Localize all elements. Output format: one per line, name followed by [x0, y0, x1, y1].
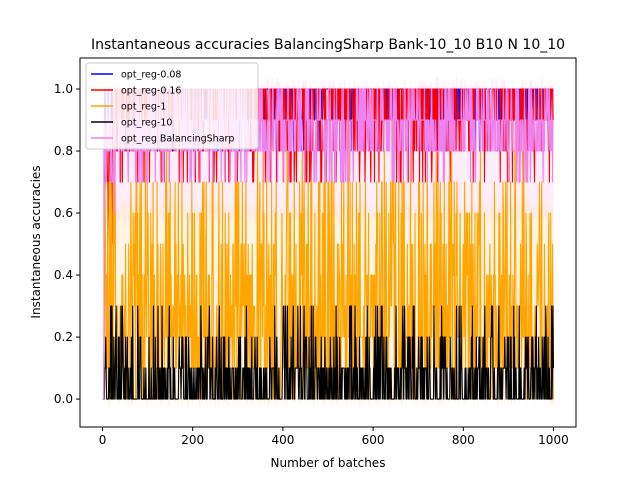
y-tick-label: 0.4 [54, 268, 73, 282]
legend-label: opt_reg-10 [121, 118, 172, 129]
y-tick-label: 0.6 [54, 206, 73, 220]
x-tick-label: 600 [362, 433, 385, 447]
legend-label: opt_reg BalancingSharp [121, 134, 234, 145]
x-tick-label: 800 [452, 433, 475, 447]
legend-box [85, 62, 259, 150]
x-axis-label: Number of batches [271, 456, 386, 470]
y-axis: 0.0 0.2 0.4 0.6 0.8 1.0 [54, 82, 80, 406]
plot-frame [79, 57, 577, 428]
x-axis: 0 200 400 600 800 1000 [99, 427, 569, 447]
legend-label: opt_reg-1 [121, 102, 166, 113]
x-tick-label: 200 [181, 433, 204, 447]
y-tick-label: 0.0 [54, 392, 73, 406]
legend-label: opt_reg-0.08 [121, 70, 181, 81]
x-tick-label: 0 [99, 433, 107, 447]
series-line-opt-reg-10 [102, 305, 554, 400]
x-tick-label: 400 [271, 433, 294, 447]
legend-label: opt_reg-0.16 [121, 86, 181, 97]
y-axis-label: Instantaneous accuracies [29, 165, 43, 318]
y-tick-label: 0.2 [54, 330, 73, 344]
x-tick-label: 1000 [538, 433, 569, 447]
legend: opt_reg-0.08 opt_reg-0.16 opt_reg-1 opt_reg… [85, 62, 259, 150]
y-tick-label: 0.8 [54, 144, 73, 158]
series-line-opt-reg-1 [102, 119, 554, 400]
y-tick-label: 1.0 [54, 82, 73, 96]
chart-title: Instantaneous accuracies BalancingSharp … [91, 37, 565, 53]
